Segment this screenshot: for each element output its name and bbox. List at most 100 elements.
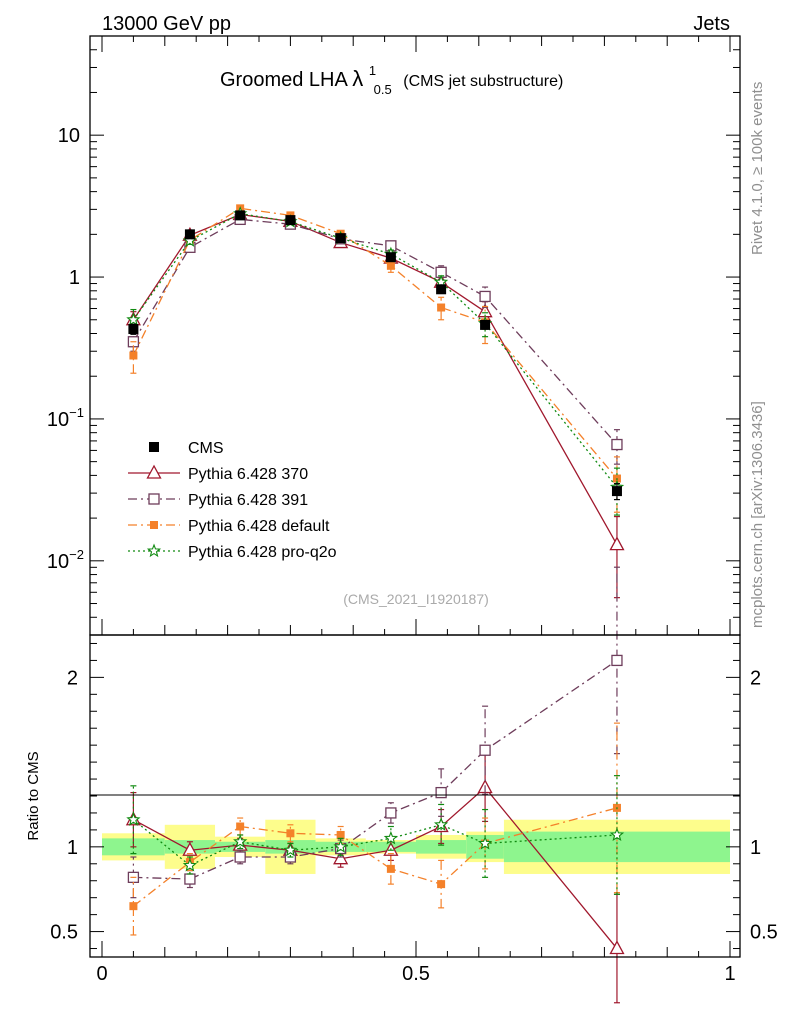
ratio-y-tick-label-right: 0.5 bbox=[750, 922, 778, 944]
pdefault-marker bbox=[336, 830, 345, 839]
title-text: Groomed LHA bbox=[220, 69, 348, 91]
p370-marker bbox=[609, 940, 625, 955]
p391-marker bbox=[479, 744, 491, 756]
cms-marker bbox=[385, 252, 396, 263]
main-y-tick-base: 10 bbox=[47, 409, 69, 431]
legend-entry-pdefault: Pythia 6.428 default bbox=[128, 518, 330, 535]
p391-marker bbox=[611, 438, 623, 451]
pq2o-marker bbox=[333, 839, 348, 853]
ratio-series-p370 bbox=[125, 753, 625, 1004]
legend-p370-marker bbox=[146, 464, 162, 479]
pq2o-marker bbox=[283, 842, 298, 857]
header-right-label: Jets bbox=[693, 13, 730, 35]
pdefault-marker bbox=[437, 303, 446, 312]
legend-label-p391: Pythia 6.428 391 bbox=[188, 492, 308, 509]
title-lambda: λ bbox=[352, 66, 363, 91]
cms-marker bbox=[436, 284, 447, 295]
p391-marker bbox=[385, 807, 397, 819]
p391-marker bbox=[184, 873, 196, 885]
ratio-plot-frame bbox=[89, 634, 741, 958]
main-y-tick-label: 10 bbox=[58, 125, 80, 147]
ratio-plot-series bbox=[125, 566, 625, 1004]
plot-title: Groomed LHA λ 1 0.5 (CMS jet substructur… bbox=[220, 58, 563, 99]
cms-marker bbox=[235, 210, 246, 221]
cms-marker bbox=[335, 233, 346, 244]
ratio-y-tick-label-right: 2 bbox=[750, 667, 761, 689]
x-axis-ticks: 0 0.5 1 bbox=[96, 36, 736, 985]
pq2o-marker bbox=[182, 857, 198, 872]
cms-marker bbox=[184, 229, 195, 240]
p370-marker bbox=[333, 850, 349, 865]
cms-marker bbox=[285, 215, 296, 226]
main-y-tick-label: 1 bbox=[69, 267, 80, 289]
legend-cms-marker bbox=[149, 442, 159, 452]
ratio-y-tick-label-left: 0.5 bbox=[50, 922, 78, 944]
ratio-y-tick-label-left: 1 bbox=[67, 837, 78, 859]
mcplots-reference-label: mcplots.cern.ch [arXiv:1306.3436] bbox=[749, 401, 766, 628]
pdefault-marker bbox=[437, 880, 446, 889]
p370-marker bbox=[182, 841, 198, 856]
legend-label-pq2o: Pythia 6.428 pro-q2o bbox=[188, 544, 337, 561]
p391-marker bbox=[611, 654, 623, 667]
title-subscript: 0.5 bbox=[374, 82, 392, 97]
pq2o-marker bbox=[478, 836, 493, 850]
pdefault-line bbox=[132, 207, 618, 479]
pdefault-marker bbox=[286, 829, 295, 838]
pdefault-marker bbox=[129, 902, 138, 911]
series-p391 bbox=[127, 213, 623, 465]
main-y-tick-exponent: −1 bbox=[69, 405, 84, 420]
legend-label-pdefault: Pythia 6.428 default bbox=[188, 518, 330, 535]
ratio-series-pq2o bbox=[126, 775, 625, 895]
main-plot-series bbox=[125, 204, 625, 599]
legend-pq2o-marker bbox=[146, 543, 162, 558]
pdefault-marker bbox=[129, 351, 138, 360]
title-suffix: (CMS jet substructure) bbox=[403, 73, 563, 90]
x-tick-label: 0.5 bbox=[402, 963, 430, 985]
p370-marker bbox=[609, 536, 625, 551]
ratio-uncertainty-bands bbox=[102, 819, 730, 874]
analysis-id-label: (CMS_2021_I1920187) bbox=[343, 591, 489, 607]
pq2o-marker bbox=[126, 812, 141, 826]
p391-marker bbox=[435, 786, 447, 799]
x-tick-label: 1 bbox=[724, 963, 735, 985]
legend-label-p370: Pythia 6.428 370 bbox=[188, 466, 308, 483]
pq2o-marker bbox=[233, 834, 248, 848]
pq2o-line bbox=[132, 212, 618, 488]
ratio-y-tick-label-left: 2 bbox=[67, 667, 78, 689]
header-left-label: 13000 GeV pp bbox=[102, 13, 231, 35]
main-y-tick-base: 10 bbox=[47, 551, 69, 573]
band-inner bbox=[416, 840, 467, 854]
p391-marker bbox=[479, 290, 491, 303]
main-y-tick-base: 10 bbox=[58, 125, 80, 147]
cms-marker bbox=[611, 486, 622, 497]
series-cms bbox=[128, 210, 622, 501]
main-y-tick-base: 1 bbox=[69, 267, 80, 289]
pdefault-marker bbox=[236, 822, 245, 831]
cms-marker bbox=[128, 324, 139, 335]
legend: CMS Pythia 6.428 370 Pythia 6.428 391 Pythi… bbox=[128, 440, 337, 561]
pdefault-marker bbox=[386, 864, 395, 873]
legend-pdefault-marker bbox=[150, 521, 158, 529]
legend-entry-p370: Pythia 6.428 370 bbox=[128, 464, 308, 483]
legend-entry-p391: Pythia 6.428 391 bbox=[128, 492, 308, 509]
pq2o-marker bbox=[383, 830, 399, 845]
title-superscript: 1 bbox=[369, 63, 376, 78]
pq2o-ratio-line bbox=[132, 819, 618, 867]
main-y-tick-label: 10−2 bbox=[47, 547, 84, 573]
pdefault-marker bbox=[386, 261, 395, 270]
p391-marker bbox=[234, 851, 246, 863]
pq2o-marker bbox=[433, 817, 449, 831]
x-tick-label: 0 bbox=[96, 963, 107, 985]
pq2o-marker bbox=[126, 312, 141, 326]
main-y-tick-label: 10−1 bbox=[47, 405, 84, 431]
main-y-tick-exponent: −2 bbox=[69, 547, 84, 562]
rivet-version-label: Rivet 4.1.0, ≥ 100k events bbox=[749, 82, 766, 255]
pq2o-marker bbox=[609, 827, 625, 842]
legend-p391-marker bbox=[148, 493, 160, 505]
ratio-y-axis-ticks: 2 2 1 1 0.5 0.5 bbox=[50, 642, 778, 950]
ratio-y-tick-label-right: 1 bbox=[750, 837, 761, 859]
legend-entry-cms: CMS bbox=[149, 440, 224, 457]
legend-entry-pq2o: Pythia 6.428 pro-q2o bbox=[128, 543, 337, 561]
